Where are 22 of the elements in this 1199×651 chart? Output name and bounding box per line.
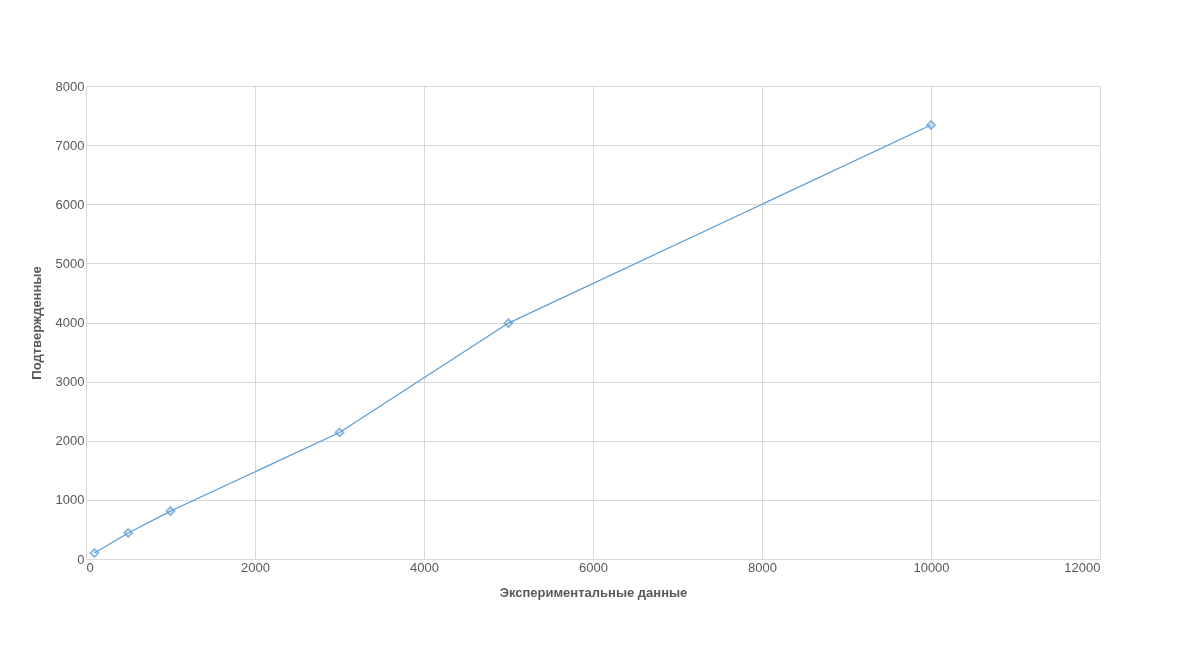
y-tick-label: 4000 (55, 315, 85, 330)
y-tick-label: 1000 (55, 492, 85, 508)
y-tick-label: 5000 (55, 255, 85, 271)
x-tick-label: 4000 (410, 559, 439, 575)
point (926, 120, 936, 130)
x-tick-label: 12000 (1064, 559, 1101, 575)
x-tick-label: 10000 (913, 559, 950, 575)
y-tick-label: 2000 (55, 433, 85, 449)
x-tick-label: 2000 (241, 559, 270, 575)
x-axis-title: Экспериментальные данные (499, 584, 688, 600)
point (89, 548, 100, 558)
x-tick-label: 6000 (579, 559, 608, 575)
point (123, 528, 134, 538)
point (334, 427, 345, 438)
y-tick-label: 7000 (55, 137, 85, 153)
x-tick-label: 8000 (748, 559, 777, 575)
y-tick-label: 3000 (55, 374, 85, 390)
y-tick-label: 6000 (55, 196, 85, 212)
point (165, 506, 176, 516)
y-axis-title: Подтвержденные (28, 266, 44, 380)
point (503, 318, 514, 328)
y-tick-label: 8000 (55, 78, 85, 94)
